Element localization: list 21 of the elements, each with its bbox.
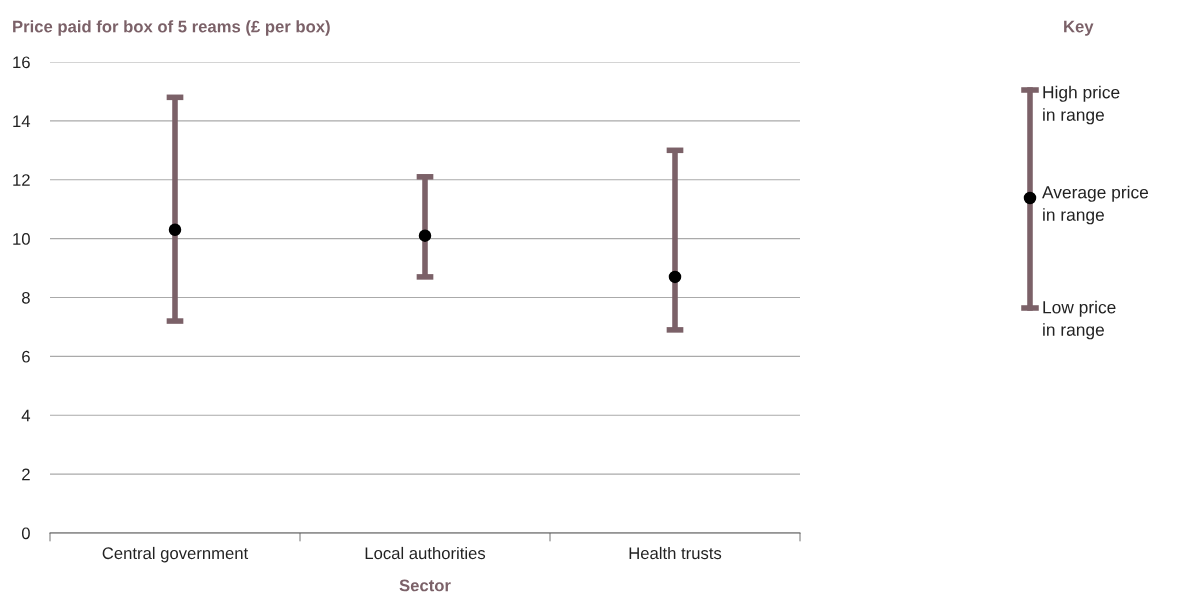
y-tick-label: 6 [22,350,30,363]
y-tick-label: 14 [13,115,31,127]
x-tick-label: Local authorities [365,546,486,560]
x-tick-label: Central government [102,546,249,563]
y-tick-label: 2 [22,468,30,481]
y-tick-label: 16 [13,56,30,69]
point [168,223,182,237]
y-tick-label: 8 [22,291,30,304]
point [668,270,682,284]
y-tick-label: 12 [13,174,30,186]
y-tick-label: 0 [21,527,30,540]
point [418,229,432,242]
text: Key [1064,20,1094,36]
text: Average price in range [1042,185,1149,225]
text: Low price in range [1043,300,1116,340]
y-tick-label: 10 [13,233,30,245]
text: High price in range [1043,85,1120,125]
x-axis-title: Sector [399,579,451,592]
y-tick-label: 4 [21,409,31,422]
x-tick-label: Health trusts [629,546,722,560]
y-axis-title: Price paid for box of 5 reams (£ per box) [13,20,330,36]
